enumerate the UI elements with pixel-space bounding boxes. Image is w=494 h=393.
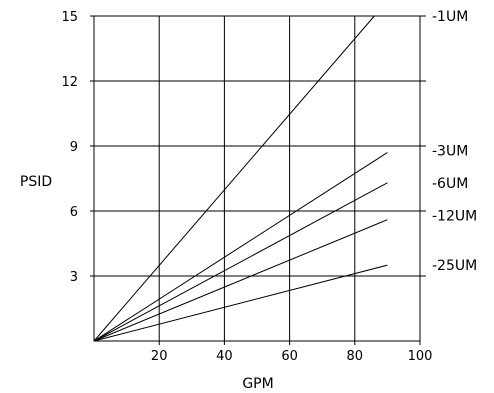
y-axis-label: PSID <box>20 174 52 190</box>
series-lines <box>93 15 388 342</box>
x-tick-label: 60 <box>281 349 298 364</box>
series-label: -1UM <box>432 9 468 25</box>
x-tick-label: 80 <box>347 349 364 364</box>
series-line <box>93 152 388 342</box>
series-label: -3UM <box>432 143 468 159</box>
series-line <box>93 219 388 342</box>
tick-labels: 20 40 60 80 100 3 6 9 12 15 <box>61 10 432 364</box>
plot-frame <box>93 15 421 342</box>
y-tick-label: 6 <box>70 205 78 220</box>
x-tick-label: 100 <box>408 349 433 364</box>
series-labels: -1UM -3UM -6UM -12UM -25UM <box>432 9 477 274</box>
series-label: -12UM <box>432 208 477 224</box>
series-label: -25UM <box>432 258 477 274</box>
grid <box>90 15 426 345</box>
y-tick-label: 15 <box>61 10 78 25</box>
x-axis-label: GPM <box>242 376 273 392</box>
series-line <box>93 264 388 342</box>
x-tick-label: 40 <box>216 349 233 364</box>
series-label: -6UM <box>432 176 468 192</box>
y-tick-label: 3 <box>70 270 78 285</box>
series-line <box>93 182 388 342</box>
y-tick-label: 12 <box>61 75 78 90</box>
y-tick-label: 9 <box>70 140 78 155</box>
series-line <box>93 15 375 342</box>
x-tick-label: 20 <box>151 349 168 364</box>
